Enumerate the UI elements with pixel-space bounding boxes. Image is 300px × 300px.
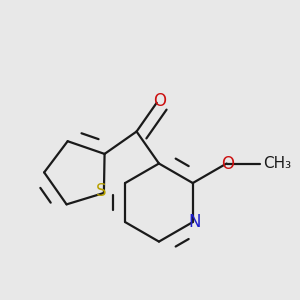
Text: O: O (222, 154, 235, 172)
Text: N: N (188, 213, 200, 231)
Text: S: S (96, 182, 106, 200)
Text: O: O (153, 92, 166, 110)
Text: CH₃: CH₃ (263, 156, 291, 171)
